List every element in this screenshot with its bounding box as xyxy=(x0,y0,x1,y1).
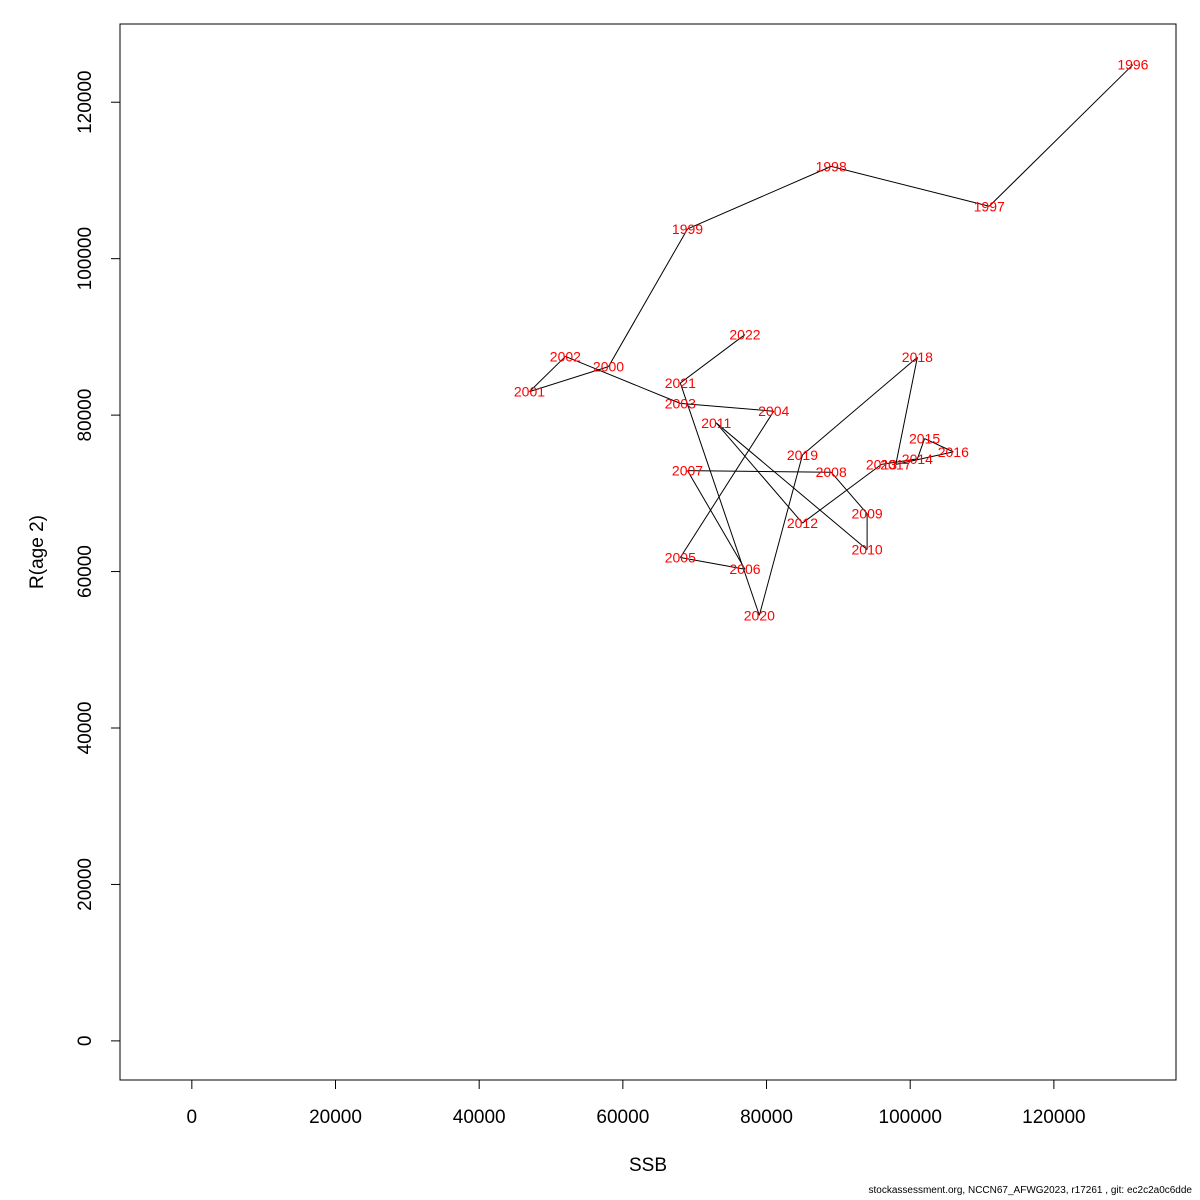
series-segment xyxy=(895,357,918,465)
series-segment xyxy=(679,382,760,616)
series-segment xyxy=(881,458,918,465)
series-segment xyxy=(758,454,803,616)
x-axis-label: SSB xyxy=(629,1155,667,1176)
series-segment xyxy=(831,165,990,207)
point-year-label: 2018 xyxy=(902,349,933,365)
point-year-label: 2011 xyxy=(701,415,731,431)
y-tick-label: 120000 xyxy=(75,71,96,134)
y-tick-label: 0 xyxy=(75,1036,96,1047)
x-tick-label: 20000 xyxy=(309,1107,362,1128)
series-segment xyxy=(916,438,926,460)
point-year-label: 1997 xyxy=(974,198,1005,214)
point-year-label: 2010 xyxy=(852,542,883,558)
point-year-label: 2016 xyxy=(938,444,969,460)
series-segment xyxy=(608,228,688,367)
y-axis-ticks: 0 20000 40000 60000 80000 100000 120000 xyxy=(75,71,120,1047)
point-year-label: 2021 xyxy=(665,375,696,391)
point-year-label: 2001 xyxy=(514,384,545,400)
series-segment xyxy=(924,438,954,453)
point-year-label: 2015 xyxy=(909,431,940,447)
point-year-label: 2004 xyxy=(758,403,789,419)
series-segment xyxy=(687,470,832,473)
series-segment xyxy=(680,402,774,412)
point-year-label: 2008 xyxy=(816,464,847,480)
point-year-label: 1996 xyxy=(1117,57,1148,73)
series-line xyxy=(529,64,1134,616)
point-year-label: 2007 xyxy=(672,463,703,479)
point-year-label: 2006 xyxy=(729,561,760,577)
footer-note: stockassessment.org, NCCN67_AFWG2023, r1… xyxy=(868,1185,1193,1196)
point-year-label: 2005 xyxy=(665,549,696,565)
point-year-label: 2012 xyxy=(787,515,818,531)
point-year-label: 2014 xyxy=(902,451,933,467)
point-year-label: 1999 xyxy=(672,221,703,237)
point-year-label: 2020 xyxy=(744,607,775,623)
point-year-label: 2019 xyxy=(787,447,818,463)
series-segment xyxy=(687,470,746,570)
point-year-label: 2003 xyxy=(665,395,696,411)
point-labels: 1996 1997 1998 1999 2000 2001 2002 2003 2004 2005… xyxy=(514,57,1149,624)
plot-frame xyxy=(119,23,1177,1081)
series-segment xyxy=(687,165,832,230)
x-axis-ticks: 0 20000 40000 60000 80000 100000 120000 xyxy=(187,1080,1086,1128)
x-tick-label: 60000 xyxy=(596,1107,649,1128)
series-segment xyxy=(802,463,882,524)
point-year-label: 2022 xyxy=(729,327,760,343)
y-tick-label: 100000 xyxy=(75,227,96,290)
series-segment xyxy=(565,355,681,404)
series-segment xyxy=(988,64,1134,207)
y-tick-label: 60000 xyxy=(75,545,96,598)
series-segment xyxy=(715,422,803,524)
series-segment xyxy=(830,471,868,514)
series-segment xyxy=(680,556,746,570)
point-year-label: 2000 xyxy=(593,359,624,375)
y-axis-label: R(age 2) xyxy=(27,515,48,589)
point-year-label: 2013 xyxy=(866,456,897,472)
y-tick-label: 20000 xyxy=(75,858,96,911)
series-segment xyxy=(895,451,954,465)
point-year-label: 2009 xyxy=(852,506,883,522)
x-tick-label: 40000 xyxy=(453,1107,506,1128)
x-tick-label: 100000 xyxy=(879,1107,942,1128)
series-segment xyxy=(529,366,609,393)
x-tick-label: 120000 xyxy=(1022,1107,1085,1128)
series-segment xyxy=(529,356,566,393)
point-year-label: 1998 xyxy=(816,158,847,174)
point-year-label: 2017 xyxy=(880,456,911,472)
series-segment xyxy=(802,356,918,456)
series-segment xyxy=(680,334,746,384)
y-tick-label: 40000 xyxy=(75,702,96,755)
y-tick-label: 80000 xyxy=(75,389,96,442)
x-tick-label: 80000 xyxy=(740,1107,793,1128)
point-year-label: 2002 xyxy=(550,348,581,364)
x-tick-label: 0 xyxy=(187,1107,198,1128)
series-segment xyxy=(679,410,775,558)
series-segment xyxy=(715,422,868,551)
